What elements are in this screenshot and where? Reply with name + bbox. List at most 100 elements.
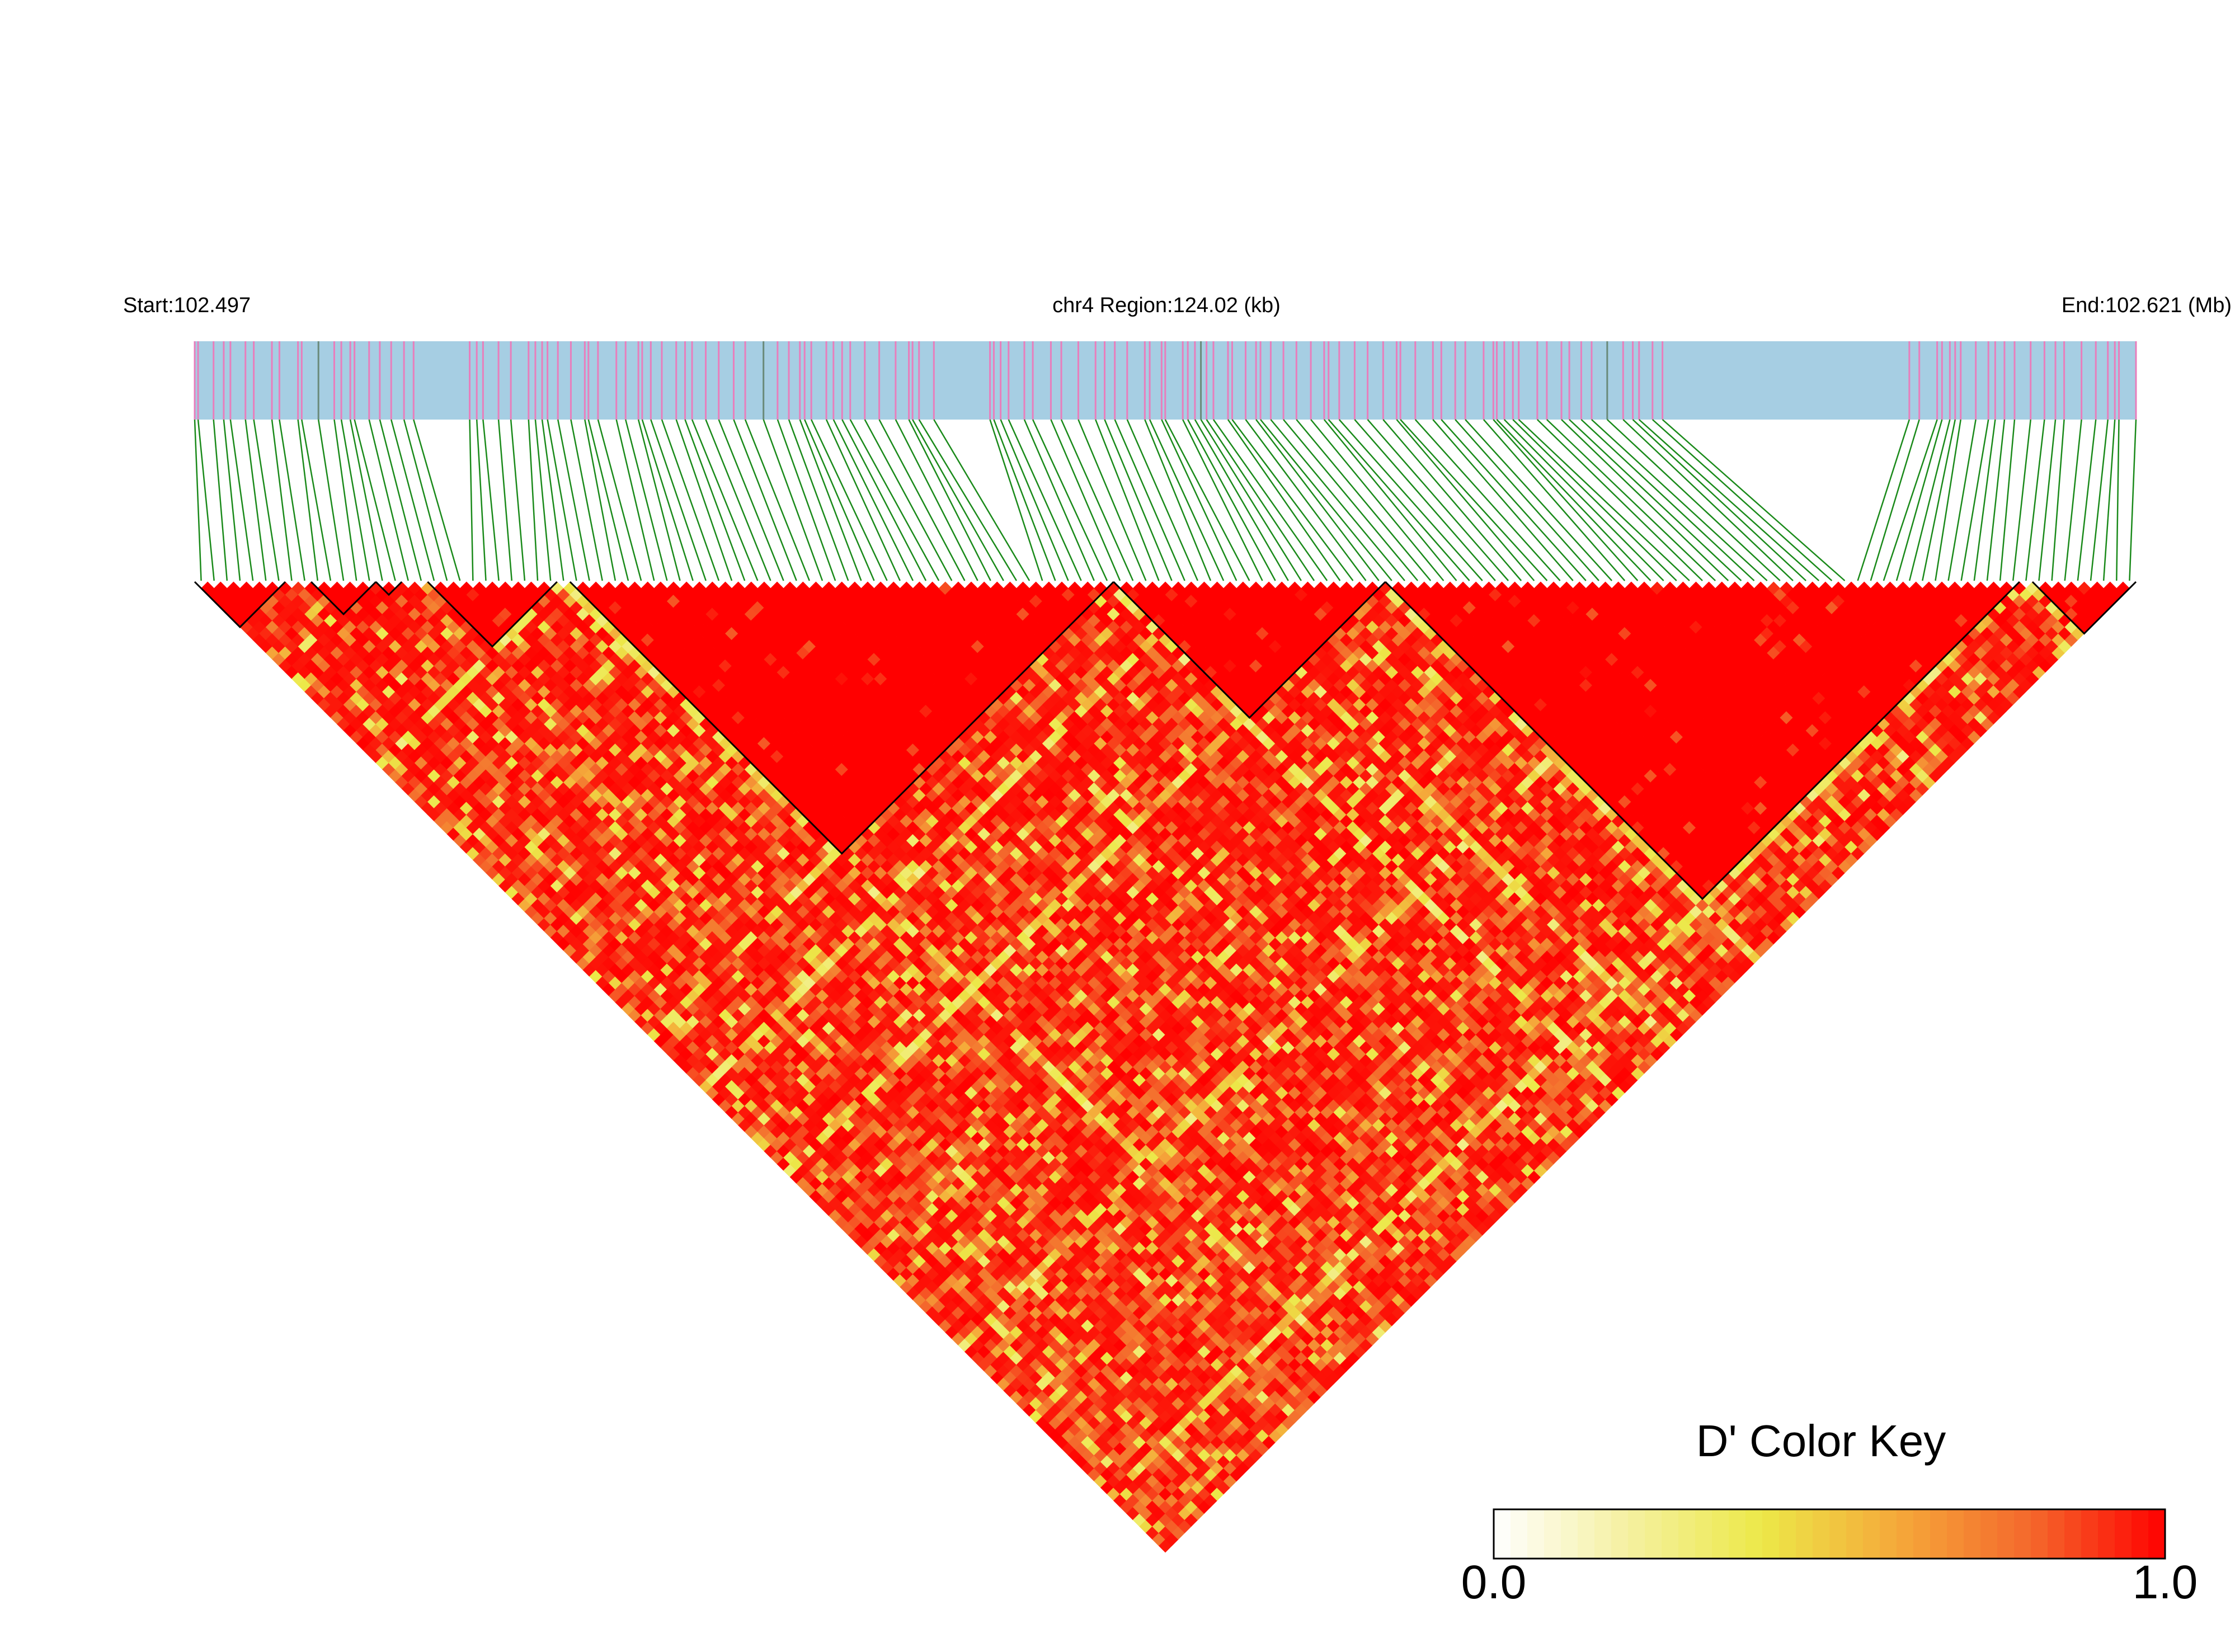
snp-connector <box>1518 419 1690 581</box>
snp-connector <box>534 419 552 581</box>
snp-connector <box>403 419 448 581</box>
snp-connector <box>1382 419 1522 581</box>
snp-connector <box>587 419 629 581</box>
snp-connector <box>1338 419 1483 581</box>
snp-connector <box>1632 419 1806 581</box>
ld-cells <box>201 581 2130 1553</box>
snp-connector <box>650 419 707 581</box>
snp-connectors <box>194 419 2137 581</box>
snp-connector <box>1260 419 1392 581</box>
snp-connector <box>933 419 1031 581</box>
snp-connector <box>777 419 836 581</box>
snp-connector <box>1187 419 1276 581</box>
snp-connector <box>482 419 500 581</box>
snp-connector <box>1414 419 1561 581</box>
snp-connector <box>390 419 435 581</box>
snp-connector <box>301 419 332 581</box>
snp-connector <box>799 419 862 581</box>
snp-connector <box>2012 419 2031 581</box>
snp-connector <box>244 419 267 581</box>
snp-connector <box>1050 419 1121 581</box>
snp-connector <box>229 419 254 581</box>
snp-connector <box>2090 419 2109 581</box>
snp-connector <box>733 419 797 581</box>
snp-connector <box>641 419 694 581</box>
snp-connector <box>271 419 293 581</box>
snp-connector <box>1870 419 1920 581</box>
snp-connector <box>825 419 901 581</box>
snp-connector <box>1255 419 1380 581</box>
snp-connector <box>1622 419 1794 581</box>
snp-connector <box>895 419 978 581</box>
snp-connector <box>1200 419 1302 581</box>
snp-connector <box>279 419 305 581</box>
gene-track <box>194 341 2137 420</box>
snp-connector <box>1883 419 1938 581</box>
start-label: Start:102.497 <box>123 294 251 317</box>
snp-connector <box>541 419 564 581</box>
snp-connector <box>2129 419 2137 581</box>
snp-connector <box>2102 419 2116 581</box>
snp-connector <box>1367 419 1509 581</box>
snp-connector <box>993 419 1056 581</box>
snp-connector <box>1164 419 1250 581</box>
snp-connector <box>1922 419 1956 581</box>
snp-connector <box>1546 419 1716 581</box>
snp-connector <box>197 419 215 581</box>
snp-connector <box>675 419 733 581</box>
snp-connector <box>1077 419 1147 581</box>
snp-connector <box>832 419 914 581</box>
snp-connector <box>333 419 357 581</box>
snp-connector <box>1908 419 1951 581</box>
snp-connector <box>1561 419 1729 581</box>
snp-connector <box>1662 419 1846 581</box>
snp-connector <box>1023 419 1095 581</box>
snp-connector <box>379 419 422 581</box>
snp-connector <box>1060 419 1134 581</box>
snp-connector <box>340 419 370 581</box>
snp-connector <box>1231 419 1354 581</box>
snp-connector <box>691 419 759 581</box>
snp-connector <box>1283 419 1419 581</box>
snp-connector <box>528 419 539 581</box>
snp-connector <box>615 419 655 581</box>
snp-connector <box>1537 419 1703 581</box>
snp-connector <box>810 419 888 581</box>
snp-connector <box>1483 419 1626 581</box>
snp-connector <box>1441 419 1587 581</box>
snp-connector <box>878 419 966 581</box>
snp-connector <box>1455 419 1599 581</box>
snp-connector <box>849 419 940 581</box>
snp-connector <box>1512 419 1677 581</box>
snp-connector <box>469 419 474 581</box>
snp-connector <box>1396 419 1535 581</box>
snp-connector <box>1496 419 1651 581</box>
snp-connector <box>637 419 681 581</box>
snp-connector <box>557 419 590 581</box>
snp-connector <box>1104 419 1173 581</box>
snp-connector <box>1194 419 1289 581</box>
snp-connector <box>510 419 526 581</box>
snp-connector <box>1580 419 1755 581</box>
snp-connector <box>1144 419 1212 581</box>
snp-connector <box>1569 419 1742 581</box>
snp-connector <box>1206 419 1315 581</box>
snp-connector <box>1328 419 1470 581</box>
snp-connector <box>1182 419 1263 581</box>
snp-connector <box>744 419 810 581</box>
snp-connector <box>2064 419 2082 581</box>
snp-connector <box>989 419 1043 581</box>
snp-connector <box>368 419 409 581</box>
snp-connector <box>1000 419 1069 581</box>
snp-connector <box>2038 419 2057 581</box>
snp-connector <box>1857 419 1911 581</box>
snp-connector <box>349 419 383 581</box>
snp-connector <box>1032 419 1108 581</box>
snp-connector <box>1947 419 1977 581</box>
snp-connector <box>1008 419 1082 581</box>
snp-connector <box>1149 419 1225 581</box>
snp-connector <box>1212 419 1328 581</box>
snp-connector <box>1651 419 1833 581</box>
snp-connector <box>1503 419 1664 581</box>
snp-connector <box>912 419 1004 581</box>
